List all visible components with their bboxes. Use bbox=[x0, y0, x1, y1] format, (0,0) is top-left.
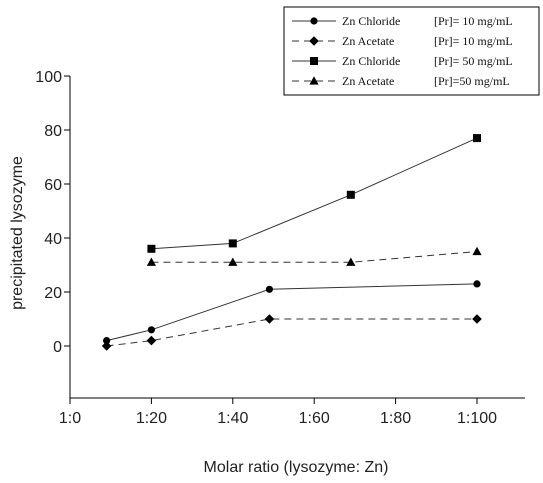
legend-condition-1: [Pr]= 10 mg/mL bbox=[434, 14, 513, 28]
series-2-line bbox=[106, 318, 477, 347]
x-tick-label: 1:0 bbox=[59, 410, 81, 427]
x-axis-title: Molar ratio (lysozyme: Zn) bbox=[204, 459, 389, 476]
x-tick-label: 1:100 bbox=[457, 410, 497, 427]
x-tick-label: 1:40 bbox=[217, 410, 248, 427]
plot-area: 0 20 40 60 80 100 1:0 1:20 1:40 1:60 1:80 1:100 bbox=[35, 69, 525, 427]
series-1-point bbox=[473, 280, 481, 288]
series-3-point bbox=[147, 244, 156, 253]
series-4-point bbox=[228, 257, 238, 266]
series-2-point bbox=[264, 314, 275, 324]
legend-swatch-marker-4 bbox=[309, 76, 319, 85]
y-tick-label: 0 bbox=[53, 339, 62, 356]
series-1-point bbox=[103, 337, 111, 345]
legend-label-3: Zn Chloride bbox=[342, 54, 400, 68]
legend-box bbox=[283, 6, 540, 96]
series-3-line bbox=[151, 137, 478, 250]
series-4-point bbox=[346, 257, 356, 266]
x-tick-label: 1:80 bbox=[380, 410, 411, 427]
series-1-line bbox=[106, 283, 478, 342]
series-2-point bbox=[146, 335, 157, 346]
legend-swatch-marker-3 bbox=[310, 57, 318, 65]
y-tick-label: 100 bbox=[35, 69, 62, 86]
series-3-point bbox=[473, 134, 481, 143]
series-2-point bbox=[101, 341, 112, 351]
legend-label-1: Zn Chloride bbox=[342, 14, 400, 28]
legend-condition-4: [Pr]=50 mg/mL bbox=[434, 74, 510, 88]
series-1-point bbox=[265, 285, 274, 293]
series-3-point bbox=[346, 190, 355, 199]
series-2-point bbox=[472, 314, 482, 324]
x-tick-label: 1:20 bbox=[136, 410, 167, 427]
legend-label-4: Zn Acetate bbox=[342, 74, 394, 88]
legend-condition-3: [Pr]= 50 mg/mL bbox=[434, 54, 513, 68]
series-1-point bbox=[147, 326, 155, 334]
legend-condition-2: [Pr]= 10 mg/mL bbox=[434, 34, 513, 48]
y-axis-title: precipitated lysozyme bbox=[9, 156, 26, 310]
y-tick-label: 40 bbox=[44, 231, 62, 248]
legend: Zn Chloride [Pr]= 10 mg/mL Zn Acetate [Pr]=… bbox=[283, 6, 540, 96]
series-4-point bbox=[146, 257, 156, 266]
y-tick-label: 20 bbox=[44, 285, 62, 302]
series-4-line bbox=[151, 251, 478, 263]
legend-swatch-marker-1 bbox=[310, 17, 318, 25]
y-tick-label: 80 bbox=[44, 123, 62, 140]
y-tick-label: 60 bbox=[44, 177, 62, 194]
x-tick-label: 1:60 bbox=[299, 410, 330, 427]
series-4-point bbox=[472, 246, 482, 256]
series-3-point bbox=[228, 239, 237, 248]
legend-label-2: Zn Acetate bbox=[342, 34, 394, 48]
legend-swatch-marker-2 bbox=[309, 36, 319, 46]
